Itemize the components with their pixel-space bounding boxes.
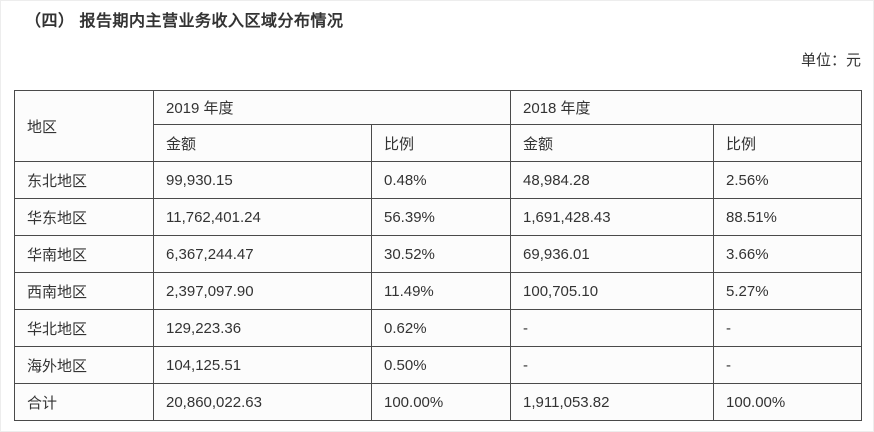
region-revenue-table: 地区 2019 年度 2018 年度 金额 比例 金额 比例 东北地区 99,9… (14, 90, 863, 421)
header-amount-2019: 金额 (153, 124, 372, 162)
cell-amount-2018: 100,705.10 (510, 272, 715, 310)
cell-region: 东北地区 (14, 161, 154, 199)
cell-region: 西南地区 (14, 272, 154, 310)
table-row: 海外地区 104,125.51 0.50% - - (14, 346, 863, 384)
header-ratio-2018: 比例 (713, 124, 863, 162)
cell-amount-2019: 99,930.15 (153, 161, 372, 199)
unit-label: 单位：元 (800, 52, 861, 69)
cell-amount-2018: 1,911,053.82 (510, 383, 715, 421)
cell-ratio-2019: 0.62% (370, 309, 512, 347)
cell-region: 海外地区 (14, 346, 154, 384)
cell-amount-2018: 69,936.01 (510, 235, 715, 273)
cell-ratio-2018: 2.56% (713, 161, 863, 199)
cell-ratio-2018: 88.51% (713, 198, 863, 236)
cell-amount-2019: 20,860,022.63 (153, 383, 372, 421)
header-row-metrics: 金额 比例 金额 比例 (15, 124, 863, 162)
table-header: 地区 2019 年度 2018 年度 金额 比例 金额 比例 (14, 90, 863, 162)
cell-amount-2019: 11,762,401.24 (153, 198, 372, 236)
cell-amount-2019: 129,223.36 (153, 309, 372, 347)
cell-amount-2018: - (510, 346, 715, 384)
table-row-total: 合计 20,860,022.63 100.00% 1,911,053.82 10… (14, 383, 863, 421)
cell-ratio-2019: 11.49% (370, 272, 512, 310)
cell-ratio-2019: 30.52% (370, 235, 512, 273)
header-region: 地区 (14, 90, 154, 162)
cell-ratio-2019: 0.50% (370, 346, 512, 384)
table-body: 东北地区 99,930.15 0.48% 48,984.28 2.56% 华东地… (14, 161, 863, 421)
cell-amount-2018: 48,984.28 (510, 161, 715, 199)
cell-amount-2019: 104,125.51 (153, 346, 372, 384)
cell-region: 华南地区 (14, 235, 154, 273)
cell-ratio-2018: 3.66% (713, 235, 863, 273)
cell-ratio-2018: - (713, 309, 863, 347)
cell-ratio-2018: 100.00% (713, 383, 863, 421)
cell-region: 合计 (14, 383, 154, 421)
header-year-2019: 2019 年度 (152, 90, 512, 125)
cell-ratio-2018: - (713, 346, 863, 384)
table-row: 华东地区 11,762,401.24 56.39% 1,691,428.43 8… (14, 198, 863, 236)
cell-ratio-2018: 5.27% (713, 272, 863, 310)
cell-ratio-2019: 0.48% (370, 161, 512, 199)
cell-amount-2018: 1,691,428.43 (510, 198, 715, 236)
table-row: 华北地区 129,223.36 0.62% - - (14, 309, 863, 347)
header-row-years: 地区 2019 年度 2018 年度 (14, 90, 863, 162)
header-ratio-2019: 比例 (370, 124, 512, 162)
cell-region: 华北地区 (14, 309, 154, 347)
table-row: 西南地区 2,397,097.90 11.49% 100,705.10 5.27… (14, 272, 863, 310)
cell-amount-2018: - (510, 309, 715, 347)
section-title: （四） 报告期内主营业务收入区域分布情况 (25, 13, 344, 30)
cell-ratio-2019: 100.00% (370, 383, 512, 421)
cell-amount-2019: 6,367,244.47 (153, 235, 372, 273)
header-year-2018: 2018 年度 (510, 90, 863, 125)
table-row: 东北地区 99,930.15 0.48% 48,984.28 2.56% (14, 161, 863, 199)
header-amount-2018: 金额 (510, 124, 715, 162)
cell-ratio-2019: 56.39% (370, 198, 512, 236)
cell-region: 华东地区 (14, 198, 154, 236)
cell-amount-2019: 2,397,097.90 (153, 272, 372, 310)
table-row: 华南地区 6,367,244.47 30.52% 69,936.01 3.66% (14, 235, 863, 273)
